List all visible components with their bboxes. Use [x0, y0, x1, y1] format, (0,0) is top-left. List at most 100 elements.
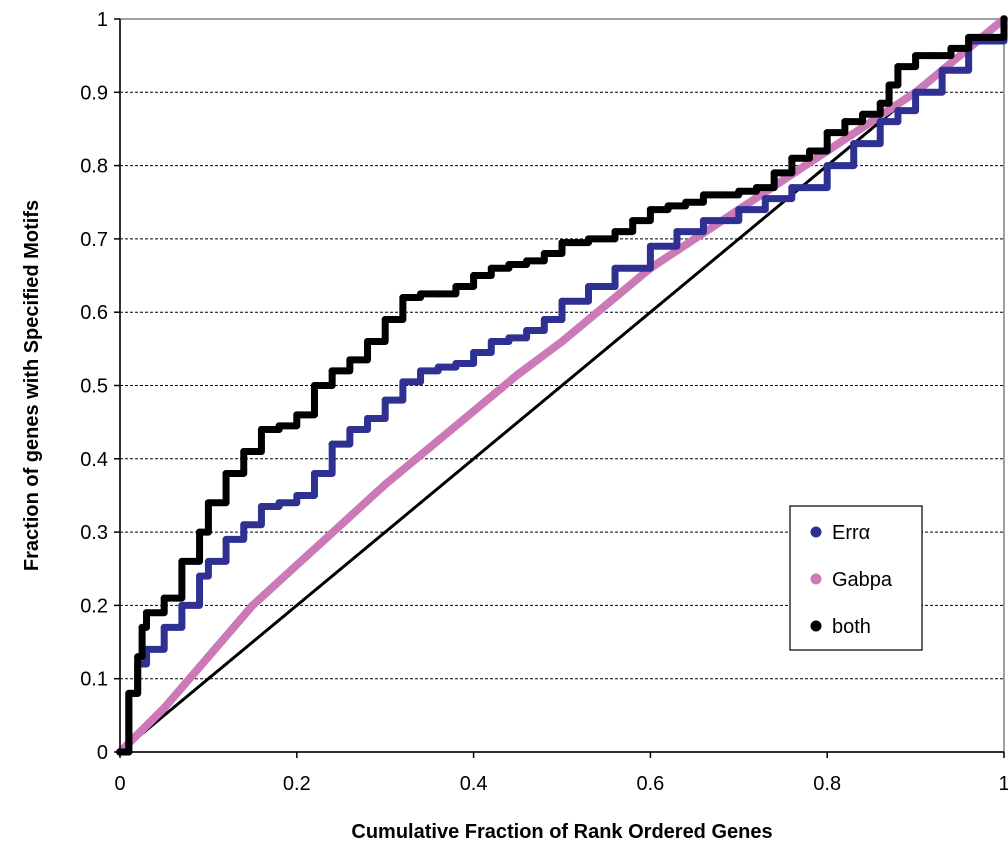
series-2-point-31: [629, 217, 637, 225]
y-tick-label-6: 0.6: [80, 302, 108, 324]
series-2-point-18: [381, 316, 389, 324]
series-2-point-44: [859, 110, 867, 118]
legend-label-0: Errα: [832, 522, 870, 544]
legend-marker-1: [810, 573, 822, 585]
series-2-point-1: [125, 689, 133, 697]
series-layer: [116, 15, 1008, 756]
series-0-point-41: [938, 66, 946, 74]
series-0-point-39: [894, 107, 902, 115]
series-0-point-32: [699, 217, 707, 225]
series-2-point-6: [178, 557, 186, 565]
series-1-point-4: [292, 561, 301, 570]
series-2-point-10: [240, 447, 248, 455]
series-2-point-33: [664, 202, 672, 210]
series-0-point-28: [585, 283, 593, 291]
series-2-point-11: [257, 425, 265, 433]
series-0-point-19: [417, 367, 425, 375]
legend-marker-2: [810, 620, 822, 632]
series-2-point-7: [196, 528, 204, 536]
series-2-point-26: [523, 257, 531, 265]
series-0-point-18: [399, 378, 407, 386]
series-2-point-37: [735, 187, 743, 195]
series-0-point-31: [673, 228, 681, 236]
series-2-point-39: [770, 169, 778, 177]
series-1-point-1: [160, 704, 169, 713]
series-line-err: [116, 15, 1008, 756]
series-2-point-20: [417, 290, 425, 298]
x-axis-title: Cumulative Fraction of Rank Ordered Gene…: [351, 821, 772, 843]
series-0-point-7: [204, 557, 212, 565]
series-1-point-9: [513, 370, 522, 379]
y-tick-label-2: 0.2: [80, 595, 108, 617]
series-2-point-13: [293, 411, 301, 419]
series-2-point-24: [487, 264, 495, 272]
series-0-point-36: [823, 162, 831, 170]
series-2-point-51: [965, 33, 973, 41]
series-0-point-25: [523, 327, 531, 335]
series-2-point-23: [470, 272, 478, 280]
series-2-point-36: [717, 191, 725, 199]
series-2-point-21: [434, 290, 442, 298]
series-0-point-37: [850, 140, 858, 148]
y-tick-label-9: 0.9: [80, 82, 108, 104]
y-tick-label-4: 0.4: [80, 449, 108, 471]
series-2-point-5: [160, 594, 168, 602]
series-2-point-47: [894, 63, 902, 71]
series-0-point-27: [558, 297, 566, 305]
series-2-point-8: [204, 499, 212, 507]
series-2-point-43: [841, 118, 849, 126]
x-tick-label-1: 0.2: [283, 773, 311, 795]
x-tick-label-4: 0.8: [813, 773, 841, 795]
series-0-point-20: [434, 363, 442, 371]
series-2-point-30: [611, 228, 619, 236]
series-2-point-45: [876, 99, 884, 107]
series-2-point-19: [399, 294, 407, 302]
legend-label-2: both: [832, 616, 871, 638]
y-axis-title: Fraction of genes with Specified Motifs: [21, 200, 43, 571]
series-0-point-29: [611, 264, 619, 272]
y-tick-label-10: 1: [97, 9, 108, 31]
series-2-point-41: [806, 147, 814, 155]
series-2-point-50: [947, 44, 955, 52]
series-2-point-29: [585, 235, 593, 243]
series-0-point-23: [487, 338, 495, 346]
series-2-point-16: [346, 356, 354, 364]
series-1-point-3: [248, 601, 257, 610]
series-0-point-33: [735, 206, 743, 214]
series-2-point-35: [699, 191, 707, 199]
y-tick-label-1: 0.1: [80, 669, 108, 691]
series-1-point-5: [337, 520, 345, 529]
x-tick-label-5: 1: [998, 773, 1008, 795]
series-2-point-28: [558, 239, 566, 247]
legend: Errα Gabpa both: [789, 505, 923, 651]
series-1-point-6: [381, 480, 390, 489]
series-2-point-52: [1000, 15, 1008, 23]
series-0-point-4: [160, 623, 168, 631]
series-0-point-24: [505, 334, 513, 342]
series-0-point-13: [310, 469, 318, 477]
series-0-point-10: [257, 502, 265, 510]
y-tick-label-8: 0.8: [80, 156, 108, 178]
series-2-point-34: [682, 198, 690, 206]
x-tick-label-0: 0: [114, 773, 125, 795]
series-2-point-4: [143, 609, 151, 617]
series-0-point-15: [346, 425, 354, 433]
series-0-point-9: [240, 521, 248, 529]
series-1-point-2: [204, 652, 213, 661]
y-tick-label-7: 0.7: [80, 229, 108, 251]
series-2-point-25: [505, 261, 513, 269]
x-tick-label-3: 0.6: [636, 773, 664, 795]
series-0-point-38: [876, 118, 884, 126]
series-1-point-19: [955, 51, 964, 60]
series-0-point-8: [222, 535, 230, 543]
series-2-point-27: [540, 250, 548, 258]
x-tick-label-2: 0.4: [460, 773, 488, 795]
series-2-point-14: [310, 382, 318, 389]
legend-label-1: Gabpa: [832, 569, 893, 591]
series-0-point-11: [275, 499, 283, 507]
series-2-point-40: [788, 154, 796, 162]
series-0-point-14: [328, 440, 336, 448]
series-2-point-49: [929, 52, 937, 60]
series-1-point-11: [602, 300, 611, 309]
y-tick-label-3: 0.3: [80, 522, 108, 544]
